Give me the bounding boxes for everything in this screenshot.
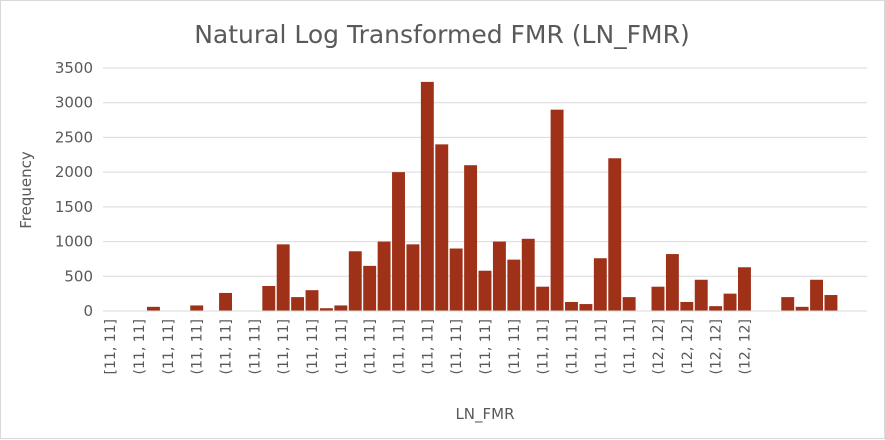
- y-tick-label: 2000: [55, 163, 93, 181]
- histogram-bar: [435, 144, 449, 311]
- y-axis-ticks: 0 500 1000 1500 2000 2500 3000 3500: [55, 59, 93, 320]
- histogram-bar: [319, 308, 333, 311]
- chart-title: Natural Log Transformed FMR (LN_FMR): [194, 20, 690, 49]
- histogram-bar: [507, 259, 521, 311]
- histogram-bar: [377, 241, 391, 311]
- histogram-bar: [622, 297, 636, 311]
- histogram-bar: [305, 290, 319, 311]
- histogram-bar: [723, 293, 737, 311]
- histogram-bar: [536, 286, 550, 311]
- histogram-bar: [363, 265, 377, 311]
- x-tick-label: (11, 11]: [363, 319, 379, 374]
- histogram-bar: [449, 248, 463, 311]
- histogram-bar: [694, 279, 708, 311]
- x-tick-label: (11, 11]: [536, 319, 552, 374]
- histogram-bar: [565, 301, 578, 311]
- y-tick-label: 1500: [55, 198, 93, 216]
- histogram-bar: [420, 81, 434, 311]
- histogram-bar: [219, 292, 232, 311]
- x-tick-label: (11, 11]: [305, 319, 321, 374]
- x-tick-label: (11, 11]: [334, 319, 350, 374]
- y-tick-label: 3500: [55, 59, 93, 77]
- x-tick-label: (11, 11]: [420, 319, 436, 374]
- histogram-bar: [521, 238, 535, 311]
- y-tick-label: 2500: [55, 128, 93, 146]
- x-tick-label: (11, 11]: [219, 319, 235, 374]
- x-tick-label: (11, 11]: [507, 319, 523, 374]
- histogram-bar: [593, 258, 607, 311]
- bars: [146, 81, 838, 312]
- histogram-bar: [665, 254, 679, 311]
- x-axis-title: LN_FMR: [455, 405, 514, 424]
- histogram-bar: [651, 286, 665, 311]
- gridlines: [103, 67, 867, 277]
- histogram-bar: [781, 297, 795, 311]
- x-tick-label: (12, 12]: [651, 319, 667, 374]
- x-tick-label: [11, 11]: [103, 319, 119, 374]
- histogram-bar: [608, 158, 622, 311]
- x-tick-label: (11, 11]: [478, 319, 494, 374]
- y-tick-label: 1000: [55, 233, 93, 251]
- y-tick-label: 500: [64, 267, 93, 285]
- histogram-bar: [392, 172, 405, 311]
- histogram-bar: [291, 297, 305, 311]
- histogram-bar: [680, 301, 694, 311]
- histogram-bar: [262, 286, 276, 311]
- histogram-bar: [146, 306, 160, 311]
- histogram-bar: [406, 244, 420, 311]
- histogram-bar: [795, 306, 809, 311]
- histogram-bar: [464, 165, 478, 311]
- histogram-bar: [276, 244, 290, 311]
- x-tick-label: (11, 11]: [276, 319, 292, 374]
- x-tick-label: (12, 12]: [737, 319, 753, 374]
- histogram-bar: [824, 295, 838, 311]
- x-tick-label: (11, 11]: [449, 319, 465, 374]
- y-axis-title: Frequency: [17, 151, 35, 229]
- x-tick-label: (11, 11]: [190, 319, 206, 374]
- histogram-bar: [810, 279, 824, 311]
- x-tick-label: (11, 11]: [622, 319, 638, 374]
- x-tick-label: (11, 11]: [593, 319, 609, 374]
- histogram-bar: [738, 267, 751, 311]
- histogram-bar: [348, 251, 362, 311]
- x-tick-label: (11, 11]: [161, 319, 177, 374]
- x-axis-ticks: [11, 11] (11, 11] (11, 11] (11, 11] (11, 11]…: [103, 319, 753, 374]
- histogram-bar: [334, 305, 348, 311]
- y-tick-label: 3000: [55, 94, 93, 112]
- histogram-bar: [579, 304, 593, 311]
- y-tick-label: 0: [83, 302, 93, 320]
- histogram-bar: [190, 305, 204, 311]
- histogram-bar: [478, 270, 492, 311]
- histogram-bar: [492, 241, 506, 311]
- x-tick-label: (11, 11]: [564, 319, 580, 374]
- histogram-bar: [550, 109, 564, 312]
- x-tick-label: (12, 12]: [709, 319, 725, 374]
- x-tick-label: (11, 11]: [247, 319, 263, 374]
- x-tick-label: (11, 11]: [392, 319, 408, 374]
- x-tick-label: (12, 12]: [680, 319, 696, 374]
- histogram-bar: [709, 306, 723, 311]
- x-tick-label: (11, 11]: [132, 319, 148, 374]
